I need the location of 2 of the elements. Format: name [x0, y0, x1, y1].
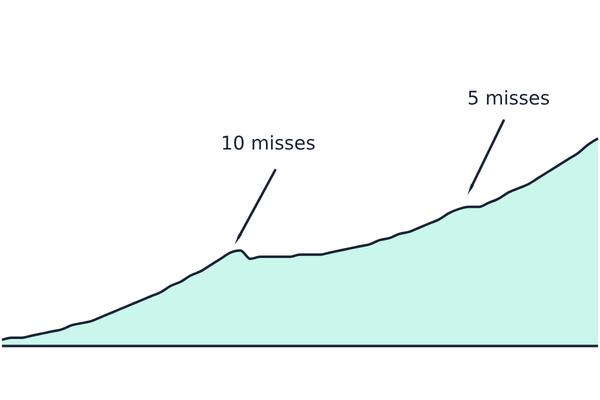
text: 5 misses — [467, 88, 550, 110]
annotation: 10 misses — [220, 132, 316, 154]
